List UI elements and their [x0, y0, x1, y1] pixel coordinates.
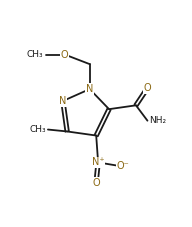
Text: CH₃: CH₃ — [27, 50, 44, 59]
Text: N: N — [86, 84, 93, 94]
Text: NH₂: NH₂ — [149, 116, 166, 125]
Text: O: O — [61, 49, 69, 59]
Text: O: O — [92, 178, 100, 188]
Text: N⁺: N⁺ — [92, 157, 104, 168]
Text: N: N — [59, 96, 67, 106]
Text: O⁻: O⁻ — [117, 161, 129, 171]
Text: CH₃: CH₃ — [29, 125, 46, 134]
Text: O: O — [144, 83, 151, 93]
